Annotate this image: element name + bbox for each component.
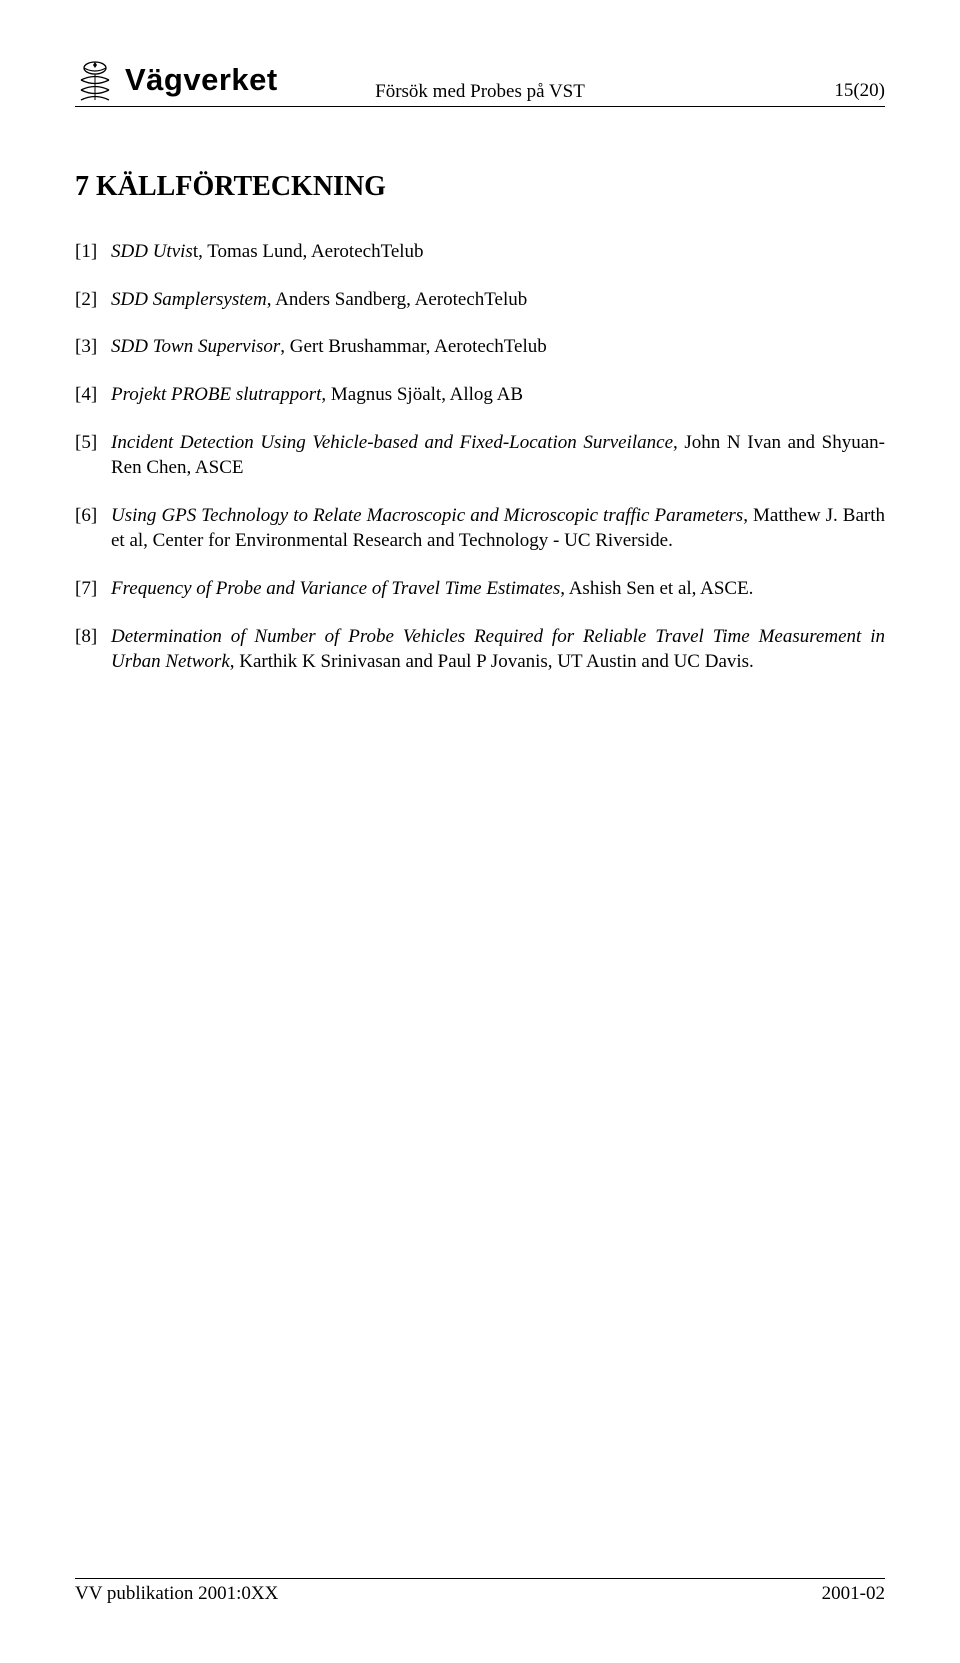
footer-right: 2001-02	[822, 1583, 885, 1605]
footer-left: VV publikation 2001:0XX	[75, 1583, 278, 1605]
reference-number: [7]	[75, 576, 111, 602]
section-title: 7 KÄLLFÖRTECKNING	[75, 171, 885, 203]
reference-tail: , Gert Brushammar, AerotechTelub	[280, 336, 546, 357]
reference-tail: , Magnus Sjöalt, Allog AB	[321, 384, 523, 405]
reference-tail: , Ashish Sen et al, ASCE.	[560, 578, 753, 599]
reference-tail: , Anders Sandberg, AerotechTelub	[267, 289, 528, 310]
reference-item: [1] SDD Utvist, Tomas Lund, AerotechTelu…	[75, 239, 885, 265]
reference-body: SDD Samplersystem, Anders Sandberg, Aero…	[111, 287, 885, 313]
reference-item: [6] Using GPS Technology to Relate Macro…	[75, 503, 885, 554]
reference-body: Using GPS Technology to Relate Macroscop…	[111, 503, 885, 554]
reference-tail: , Karthik K Srinivasan and Paul P Jovani…	[230, 651, 754, 672]
reference-title: SDD Town Supervisor	[111, 336, 280, 357]
header: Vägverket Försök med Probes på VST 15(20…	[75, 58, 885, 107]
reference-item: [8] Determination of Number of Probe Veh…	[75, 624, 885, 675]
section-number: 7	[75, 171, 89, 202]
reference-number: [1]	[75, 239, 111, 265]
reference-item: [7] Frequency of Probe and Variance of T…	[75, 576, 885, 602]
reference-item: [4] Projekt PROBE slutrapport, Magnus Sj…	[75, 382, 885, 408]
content: 7 KÄLLFÖRTECKNING [1] SDD Utvist, Tomas …	[75, 171, 885, 675]
reference-item: [5] Incident Detection Using Vehicle-bas…	[75, 430, 885, 481]
reference-title: Incident Detection Using Vehicle-based a…	[111, 432, 673, 453]
reference-list: [1] SDD Utvist, Tomas Lund, AerotechTelu…	[75, 239, 885, 675]
reference-body: Incident Detection Using Vehicle-based a…	[111, 430, 885, 481]
footer: VV publikation 2001:0XX 2001-02	[75, 1578, 885, 1605]
page: Vägverket Försök med Probes på VST 15(20…	[0, 0, 960, 1663]
reference-title: Frequency of Probe and Variance of Trave…	[111, 578, 560, 599]
reference-title: SDD Samplersystem	[111, 289, 267, 310]
reference-number: [5]	[75, 430, 111, 481]
reference-number: [2]	[75, 287, 111, 313]
page-indicator: 15(20)	[834, 80, 885, 102]
reference-number: [6]	[75, 503, 111, 554]
reference-tail: t, Tomas Lund, AerotechTelub	[193, 241, 424, 262]
reference-item: [2] SDD Samplersystem, Anders Sandberg, …	[75, 287, 885, 313]
reference-number: [4]	[75, 382, 111, 408]
section-heading: KÄLLFÖRTECKNING	[96, 171, 386, 202]
reference-title: SDD Utvis	[111, 241, 193, 262]
org-name: Vägverket	[125, 62, 278, 98]
doc-title: Försök med Probes på VST	[375, 81, 585, 103]
reference-title: Projekt PROBE slutrapport	[111, 384, 321, 405]
header-left: Vägverket	[75, 58, 278, 102]
reference-item: [3] SDD Town Supervisor, Gert Brushammar…	[75, 334, 885, 360]
reference-body: Frequency of Probe and Variance of Trave…	[111, 576, 885, 602]
reference-body: Projekt PROBE slutrapport, Magnus Sjöalt…	[111, 382, 885, 408]
reference-title: Using GPS Technology to Relate Macroscop…	[111, 505, 743, 526]
header-row: Vägverket Försök med Probes på VST 15(20…	[75, 58, 885, 107]
reference-body: SDD Utvist, Tomas Lund, AerotechTelub	[111, 239, 885, 265]
reference-number: [3]	[75, 334, 111, 360]
vagverket-logo-icon	[75, 58, 115, 102]
reference-number: [8]	[75, 624, 111, 675]
reference-body: SDD Town Supervisor, Gert Brushammar, Ae…	[111, 334, 885, 360]
reference-body: Determination of Number of Probe Vehicle…	[111, 624, 885, 675]
